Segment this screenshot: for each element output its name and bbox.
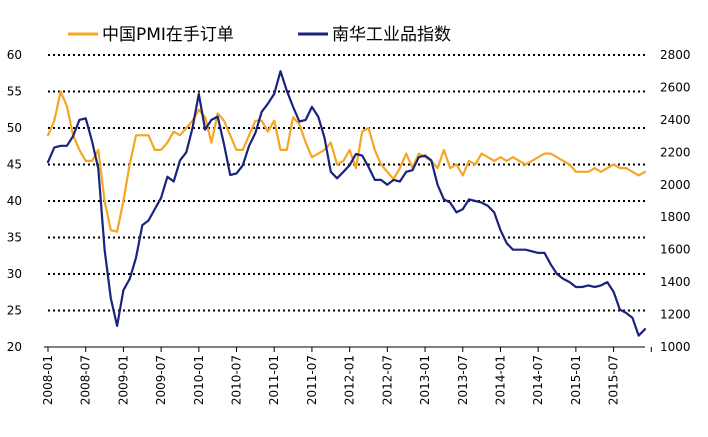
y-left-tick-label: 35 (7, 231, 22, 245)
y-left-tick-label: 55 (7, 85, 22, 99)
y-left-tick-label: 50 (7, 121, 22, 135)
x-tick-label: 2009-01 (116, 355, 130, 405)
y-right-tick-label: 2600 (660, 80, 691, 94)
x-tick-label: 2008-01 (41, 355, 55, 405)
y-left-tick-label: 20 (7, 340, 22, 354)
legend: 中国PMI在手订单 南华工业品指数 (68, 25, 451, 45)
y-left-tick-label: 30 (7, 267, 22, 281)
y-left-tick-label: 45 (7, 158, 22, 172)
y-right-tick-label: 2000 (660, 178, 691, 192)
y-axis-right: 1000 1200 1400 1600 1800 2000 2200 2400 2600 2800 (660, 48, 691, 354)
series-line-nanhua (46, 70, 647, 337)
x-tick-label: 2014-01 (493, 355, 507, 405)
y-left-tick-label: 60 (7, 48, 22, 62)
x-tick-label: 2015-01 (569, 355, 583, 405)
legend-label-nanhua: 南华工业品指数 (332, 25, 451, 45)
x-axis: 2008-01 2008-07 2009-01 2009-07 2010-01 2010-… (41, 346, 652, 405)
y-axis-left: 20 25 30 35 40 45 50 55 60 (7, 48, 22, 354)
x-tick-label: 2012-01 (343, 355, 357, 405)
y-left-tick-label: 25 (7, 304, 22, 318)
y-right-tick-label: 2400 (660, 113, 691, 127)
y-left-tick-label: 40 (7, 194, 22, 208)
y-right-tick-label: 1400 (660, 275, 691, 289)
x-tick-label: 2010-01 (192, 355, 206, 405)
x-tick-label: 2014-07 (531, 355, 545, 405)
series-line-pmi (46, 90, 647, 233)
x-tick-label: 2009-07 (154, 355, 168, 405)
y-right-tick-label: 2200 (660, 145, 691, 159)
y-right-tick-label: 1800 (660, 210, 691, 224)
x-tick-label: 2013-01 (418, 355, 432, 405)
legend-label-pmi: 中国PMI在手订单 (102, 25, 234, 45)
y-right-tick-label: 1600 (660, 243, 691, 257)
y-right-tick-label: 1000 (660, 340, 691, 354)
x-tick-label: 2010-07 (230, 355, 244, 405)
x-tick-label: 2011-01 (267, 355, 281, 405)
x-tick-label: 2015-07 (607, 355, 621, 405)
y-right-tick-label: 2800 (660, 48, 691, 62)
x-tick-label: 2008-07 (79, 355, 93, 405)
x-tick-label: 2013-07 (456, 355, 470, 405)
x-tick-label: 2012-07 (380, 355, 394, 405)
y-right-tick-label: 1200 (660, 308, 691, 322)
x-tick-label: 2011-07 (305, 355, 319, 405)
series-lines (46, 70, 647, 337)
